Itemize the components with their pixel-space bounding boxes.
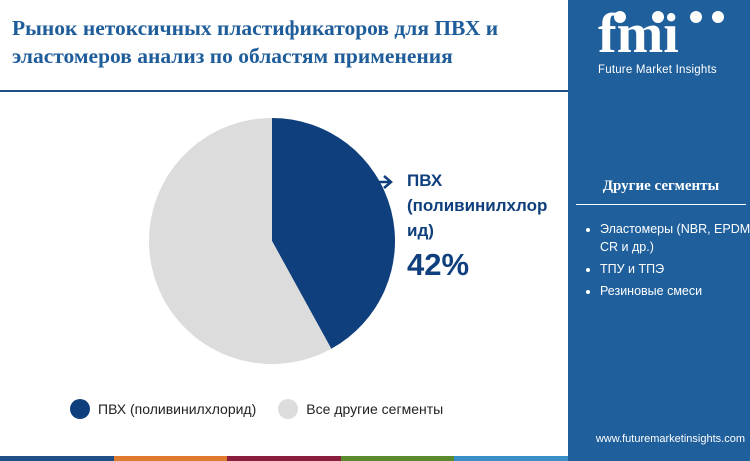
other-segments-title: Другие сегменты: [576, 178, 746, 205]
callout-value: 42%: [407, 247, 470, 282]
bottom-color-stripe: [0, 456, 568, 461]
segment-item: ТПУ и ТПЭ: [600, 260, 750, 278]
callout-label: ПВХ (поливинилхлор ид): [407, 171, 548, 240]
stripe-segment: [340, 456, 455, 461]
logo-globe-icon: [690, 11, 702, 23]
stripe-segment: [454, 456, 568, 461]
title-divider: [0, 90, 568, 92]
logo-globe-icon: [712, 11, 724, 23]
legend-swatch-other: [278, 399, 299, 419]
fmi-logo-text: fmi: [598, 3, 679, 65]
legend-item-pvc: ПВХ (поливинилхлорид): [70, 399, 256, 419]
fmi-logo: fmi: [598, 3, 724, 65]
stripe-segment: [227, 456, 341, 461]
other-segments-list: Эластомеры (NBR, EPDM, CR и др.) ТПУ и Т…: [582, 220, 750, 304]
stripe-segment: [113, 456, 228, 461]
brand-panel: fmi Future Market Insights Другие сегмен…: [568, 0, 750, 461]
logo-globe-icon: [652, 11, 664, 23]
legend-swatch-pvc: [70, 399, 90, 419]
brand-tagline: Future Market Insights: [598, 64, 717, 76]
logo-globe-icon: [614, 11, 626, 23]
legend-item-other: Все другие сегменты: [278, 399, 443, 419]
pie-slice-pvc: [272, 118, 395, 349]
legend-label-pvc: ПВХ (поливинилхлорид): [98, 401, 257, 417]
callout-arrow-icon: [374, 175, 393, 189]
segment-item: Резиновые смеси: [600, 282, 750, 300]
page-title: Рынок нетоксичных пластификаторов для ПВ…: [12, 16, 499, 68]
website-url[interactable]: www.futuremarketinsights.com: [595, 433, 745, 445]
chart-legend: ПВХ (поливинилхлорид) Все другие сегмент…: [70, 398, 465, 420]
segment-item: Эластомеры (NBR, EPDM, CR и др.): [600, 220, 750, 256]
legend-label-other: Все другие сегменты: [306, 401, 444, 417]
pie-chart: [149, 118, 395, 364]
stripe-segment: [0, 456, 114, 461]
pie-slice-other: [149, 118, 332, 364]
